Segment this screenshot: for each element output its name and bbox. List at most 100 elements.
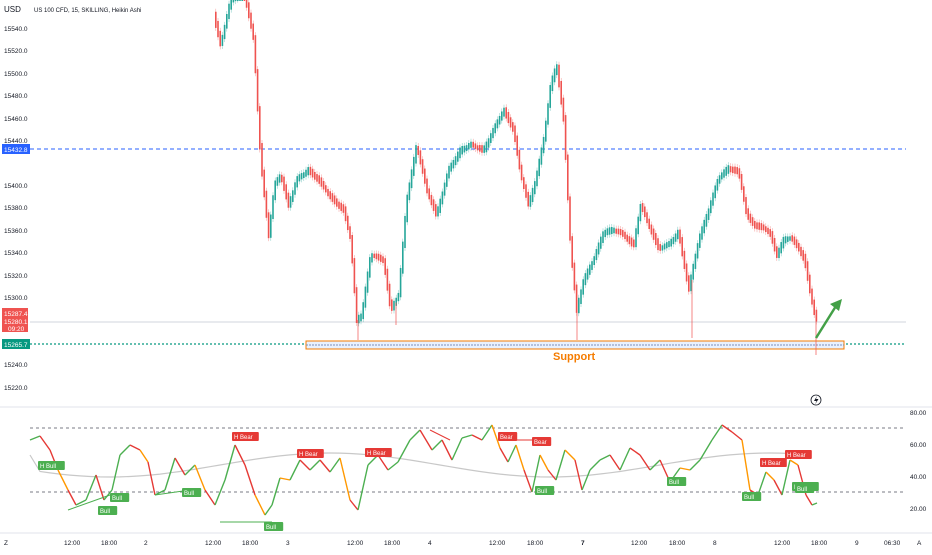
zoom-reset-button[interactable]: Z (4, 540, 8, 547)
candle-body (514, 125, 516, 143)
osc-line-segment (564, 449, 576, 461)
candle-body (688, 275, 690, 292)
candle-body (756, 222, 758, 230)
candle-body (586, 268, 589, 280)
bear-label: H Bear (234, 435, 253, 441)
candle-body (813, 299, 815, 316)
candle-body (617, 228, 620, 235)
candle-body (391, 299, 393, 311)
bull-label: Bull (797, 487, 807, 493)
candle-body (512, 122, 514, 132)
osc-line-segment (781, 459, 791, 496)
candle-body (531, 187, 534, 203)
candle-body (347, 215, 349, 231)
candle-body (743, 186, 745, 202)
candle-body (362, 302, 364, 320)
osc-line-segment (397, 439, 411, 463)
candle-body (320, 177, 323, 187)
svg-text:15265.7: 15265.7 (4, 342, 28, 349)
candle-body (520, 164, 523, 181)
candle-body (448, 165, 450, 179)
time-tick: 12:00 (347, 540, 364, 547)
candle-body (296, 176, 298, 188)
candle-body (432, 199, 435, 211)
osc-line-segment (409, 429, 421, 441)
price-scale[interactable]: 15540.0 15520.0 15500.0 15480.0 15460.0 … (4, 26, 28, 392)
candle-body (787, 236, 789, 242)
candle-body (402, 241, 404, 274)
time-tick: 12:00 (631, 540, 648, 547)
candle-body (364, 286, 367, 308)
bull-label: Bull (744, 495, 754, 501)
candle-body (419, 150, 422, 165)
symbol-title[interactable]: US 100 CFD, 15, SKILLING, Heikin Ashi (34, 8, 141, 14)
candle-body (303, 172, 305, 179)
osc-line-segment (581, 469, 591, 491)
candle-body (397, 292, 400, 302)
candle-body (446, 173, 448, 187)
candle-body (736, 167, 738, 175)
candle-body (589, 264, 591, 275)
time-axis[interactable]: 12:00 18:00 2 12:00 18:00 3 12:00 18:00 … (64, 540, 901, 547)
candle-body (333, 195, 336, 205)
candle-body (476, 145, 479, 151)
candle-body (771, 231, 774, 244)
osc-line-segment (264, 504, 273, 516)
candle-body (604, 229, 606, 238)
osc-line-segment (377, 454, 389, 471)
candle-body (745, 197, 747, 215)
candle-body (672, 237, 675, 245)
time-tick: 18:00 (527, 540, 544, 547)
candle-body (729, 166, 732, 173)
candle-body (226, 14, 228, 29)
candle-body (619, 229, 622, 236)
osc-line-segment (419, 429, 433, 451)
time-tick: 2 (144, 540, 148, 547)
osc-line-segment (224, 444, 236, 481)
candle-body (463, 145, 466, 153)
candle-body (395, 297, 397, 306)
lightning-icon[interactable] (810, 394, 822, 406)
osc-line-segment (319, 459, 331, 473)
candle-body (714, 185, 716, 199)
candle-body (740, 173, 743, 190)
up-right-arrow[interactable] (814, 299, 842, 339)
candle-body (360, 313, 362, 322)
candle-body (716, 179, 719, 191)
candle-body (371, 253, 373, 263)
candle-body (386, 268, 389, 291)
svg-text:15432.8: 15432.8 (4, 147, 28, 154)
bear-label-bg (760, 458, 787, 467)
time-tick: 18:00 (101, 540, 118, 547)
candle-body (707, 208, 710, 220)
candle-body (795, 239, 798, 249)
candle-body (353, 258, 356, 294)
bear-label: H Bear (787, 453, 806, 459)
oscillator-scale[interactable]: 80.00 60.00 40.00 20.00 (910, 410, 927, 513)
bear-label: H Bear (367, 451, 386, 457)
auto-scale-button[interactable]: A (917, 540, 922, 547)
osc-line-segment (214, 479, 226, 506)
candle-body (613, 227, 615, 234)
candle-body (261, 143, 263, 177)
candle-body (551, 75, 554, 92)
candle-body (424, 168, 426, 184)
candle-body (668, 241, 670, 248)
price-tick: 15460.0 (4, 116, 28, 123)
candle-body (305, 169, 307, 177)
candlestick-series (215, 0, 818, 355)
svg-text:15287.4: 15287.4 (4, 311, 28, 318)
candle-body (250, 12, 252, 29)
candle-body (219, 30, 221, 47)
oscillator-series (29, 424, 818, 523)
candle-body (457, 151, 459, 162)
candle-body (509, 117, 512, 128)
candle-body (718, 175, 721, 184)
candle-body (278, 174, 281, 183)
candle-body (659, 244, 661, 251)
bull-label: Bull (669, 480, 679, 486)
osc-line-segment (481, 424, 493, 441)
osc-line-segment (523, 469, 533, 493)
candle-body (358, 314, 360, 324)
